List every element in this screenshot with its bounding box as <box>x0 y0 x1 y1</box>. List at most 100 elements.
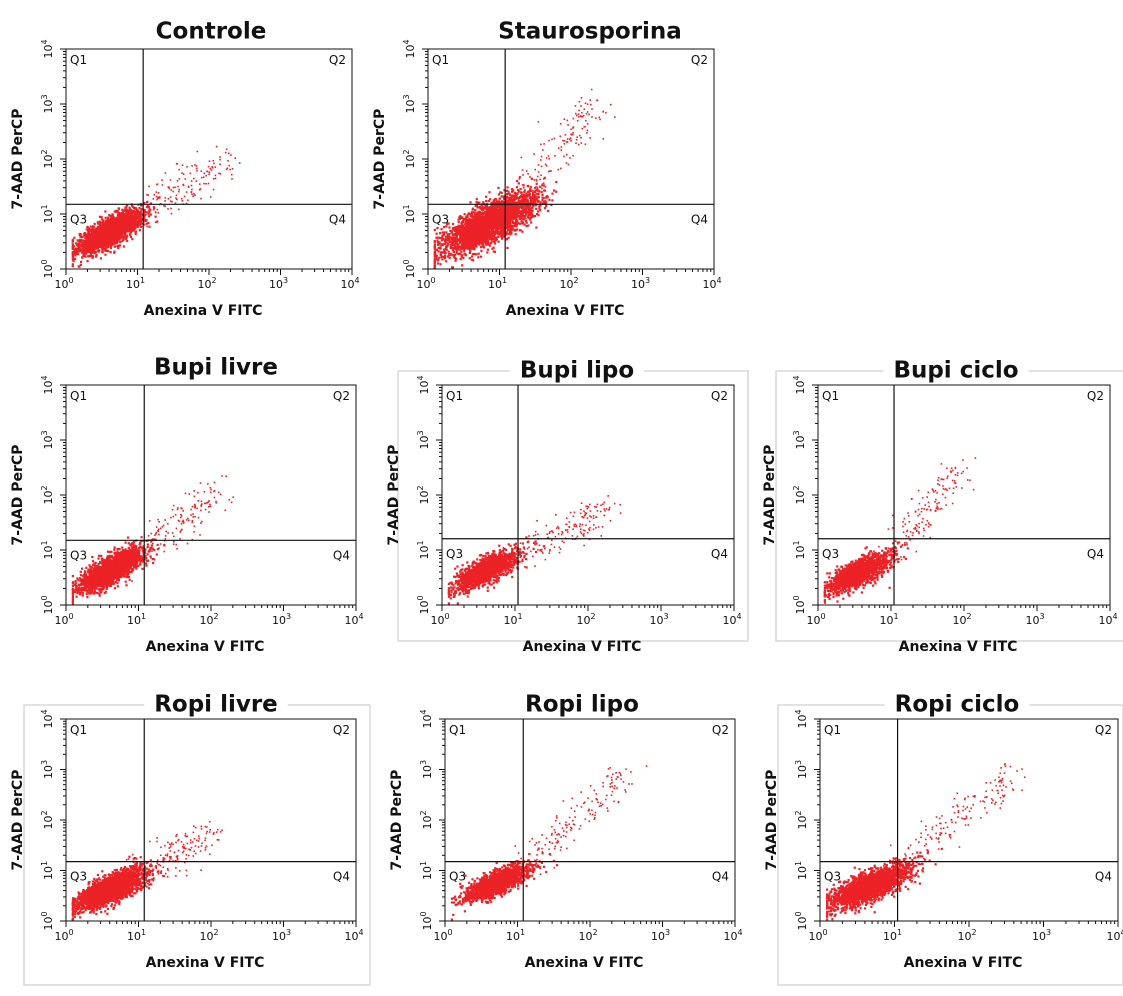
event-dot <box>448 251 450 253</box>
event-dot <box>88 255 90 257</box>
event-dot-tail <box>208 183 210 185</box>
event-dot-tail <box>158 192 160 194</box>
event-dot <box>119 241 121 243</box>
event-dot-tail <box>157 209 159 211</box>
event-dot <box>439 232 441 234</box>
event-dot <box>124 222 126 224</box>
event-dot <box>125 238 127 240</box>
event-dot <box>109 228 111 230</box>
event-dot <box>96 243 98 245</box>
event-dot <box>109 220 111 222</box>
event-dot <box>529 211 531 213</box>
event-dot-tail <box>167 208 169 210</box>
event-dot <box>98 229 100 231</box>
event-dot-tail <box>178 189 180 191</box>
event-dot-tail <box>215 175 217 177</box>
event-dot <box>89 244 91 246</box>
event-dots <box>434 89 616 269</box>
event-dot <box>105 217 107 219</box>
event-dot <box>73 250 75 252</box>
event-dot <box>81 240 83 242</box>
event-dot <box>110 245 112 247</box>
event-dot <box>114 245 116 247</box>
y-tick-label: 100 <box>40 259 55 278</box>
event-dot <box>513 222 515 224</box>
event-dot <box>87 235 89 237</box>
event-dot <box>461 255 463 257</box>
event-dot <box>124 207 126 209</box>
event-dot <box>130 236 132 238</box>
event-dot <box>84 232 86 234</box>
event-dot <box>474 213 476 215</box>
event-dot <box>101 218 103 220</box>
event-dot <box>107 242 109 244</box>
event-dot-tail <box>163 205 165 207</box>
event-dot-tail <box>148 208 150 210</box>
event-dot-tail <box>213 160 215 162</box>
event-dot-tail <box>176 195 178 197</box>
event-dot <box>99 216 101 218</box>
event-dot <box>434 229 436 231</box>
event-dot-tail <box>171 201 173 203</box>
event-dot <box>98 240 100 242</box>
event-dot-tail <box>208 173 210 175</box>
event-dot <box>119 244 121 246</box>
event-dot <box>524 217 526 219</box>
event-dot <box>498 241 500 243</box>
event-dot <box>452 223 454 225</box>
event-dot-tail <box>170 179 172 181</box>
event-dot-tail <box>219 156 221 158</box>
event-dot <box>485 200 487 202</box>
event-dot <box>442 251 444 253</box>
event-dot-tail <box>161 179 163 181</box>
event-dot-tail <box>162 184 164 186</box>
event-dot <box>133 226 135 228</box>
event-dot-tail <box>215 178 217 180</box>
event-dot <box>106 220 108 222</box>
event-dot <box>436 233 438 235</box>
event-dot-tail <box>211 169 213 171</box>
event-dot <box>113 251 115 253</box>
event-dot <box>119 216 121 218</box>
event-dot <box>451 266 453 268</box>
x-tick-label: 101 <box>126 276 145 291</box>
event-dot <box>441 244 443 246</box>
event-dot <box>536 183 538 185</box>
event-dot <box>96 238 98 240</box>
event-dot <box>89 233 91 235</box>
event-dot <box>98 242 100 244</box>
event-dot <box>107 237 109 239</box>
event-dot <box>519 188 521 190</box>
event-dot-tail <box>186 166 188 168</box>
event-dot-tail <box>234 157 236 159</box>
event-dot <box>140 226 142 228</box>
event-dot <box>100 257 102 259</box>
event-dot-tail <box>230 154 232 156</box>
event-dot-tail <box>228 165 230 167</box>
event-dot-tail <box>209 160 211 162</box>
event-dot <box>479 212 481 214</box>
event-dot <box>80 264 82 266</box>
event-dot-tail <box>171 213 173 215</box>
event-dot-tail <box>182 200 184 202</box>
event-dot <box>89 248 91 250</box>
event-dot-tail <box>132 224 134 226</box>
event-dot <box>448 226 450 228</box>
event-dot <box>86 240 88 242</box>
event-dot-tail <box>225 152 227 154</box>
event-dot-tail <box>204 173 206 175</box>
event-dot <box>444 257 446 259</box>
event-dot-tail <box>168 186 170 188</box>
event-dot <box>487 249 489 251</box>
event-dot <box>83 247 85 249</box>
event-dot <box>102 248 104 250</box>
event-dot-tail <box>136 215 138 217</box>
event-dot <box>493 238 495 240</box>
event-dot <box>527 191 529 193</box>
event-dot <box>72 245 74 247</box>
event-dot <box>111 233 113 235</box>
event-dot-tail <box>156 196 158 198</box>
event-dot-tail <box>165 197 167 199</box>
event-dot <box>470 223 472 225</box>
event-dot-tail <box>147 205 149 207</box>
